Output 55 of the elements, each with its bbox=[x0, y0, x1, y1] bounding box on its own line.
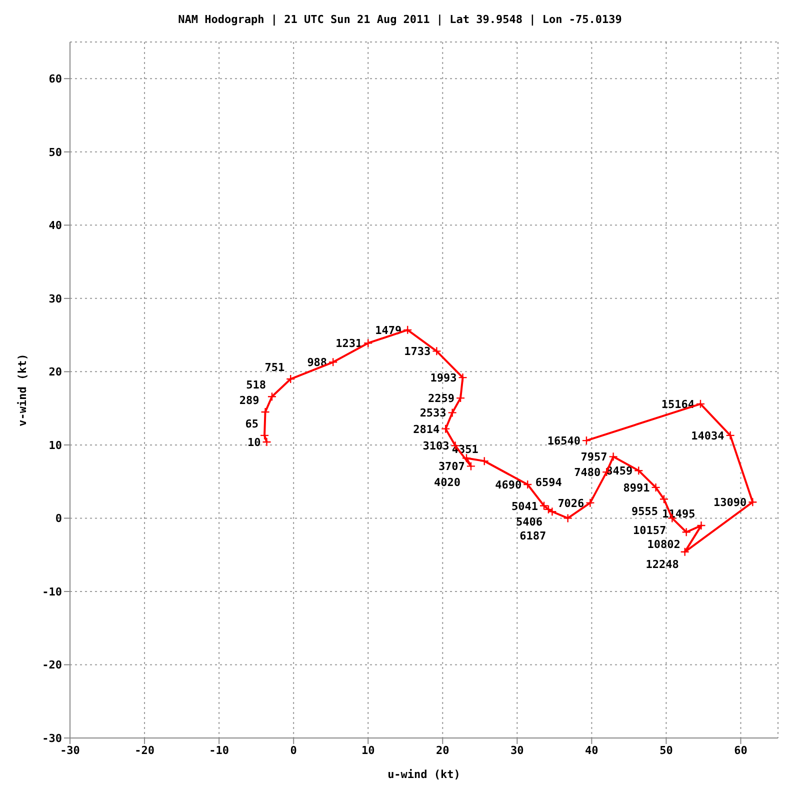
y-axis-title: v-wind (kt) bbox=[16, 354, 29, 426]
annotation: 12248 bbox=[646, 558, 679, 571]
y-tick-label: 30 bbox=[48, 292, 62, 306]
x-tick-label: 50 bbox=[660, 744, 673, 757]
x-tick-label: -20 bbox=[134, 744, 154, 757]
annotation: 3103 bbox=[422, 440, 450, 453]
annotation: 5041 bbox=[511, 500, 538, 513]
annotation: 2533 bbox=[420, 406, 446, 420]
y-tick-label: 0 bbox=[55, 512, 62, 526]
annotation: 13090 bbox=[714, 496, 747, 510]
y-tick-label: 20 bbox=[48, 366, 62, 379]
x-tick-label: -30 bbox=[60, 744, 80, 757]
annotation: 289 bbox=[239, 394, 260, 407]
y-tick-label: 50 bbox=[48, 146, 62, 159]
annotation: 65 bbox=[245, 417, 259, 430]
annotation: 1231 bbox=[336, 337, 362, 350]
y-tick-label: 40 bbox=[48, 219, 62, 232]
chart-title: NAM Hodograph | 21 UTC Sun 21 Aug 2011 | Lat 39.9548 | Lon -75.0139 bbox=[177, 12, 623, 28]
annotation: 10802 bbox=[647, 538, 680, 552]
y-tick-label: -30 bbox=[42, 732, 62, 745]
x-tick-label: 20 bbox=[436, 744, 450, 757]
y-tick-label: 60 bbox=[48, 72, 62, 86]
annotation: 16540 bbox=[547, 434, 580, 448]
x-tick-label: 60 bbox=[734, 744, 748, 757]
x-tick-label: 0 bbox=[290, 744, 297, 757]
annotation: 7957 bbox=[580, 450, 608, 464]
y-tick-label: -10 bbox=[42, 585, 62, 598]
annotation: 6187 bbox=[520, 530, 546, 543]
annotation: 988 bbox=[307, 356, 328, 370]
annotation: 6594 bbox=[535, 476, 562, 490]
annotation: 1993 bbox=[430, 372, 457, 385]
annotation: 4690 bbox=[495, 478, 522, 492]
x-tick-label: 40 bbox=[585, 744, 598, 757]
annotation: 3707 bbox=[438, 460, 465, 474]
annotation: 10 bbox=[248, 436, 261, 450]
annotation: 15164 bbox=[661, 398, 695, 411]
annotation: 1733 bbox=[404, 345, 431, 358]
annotation: 9555 bbox=[631, 505, 658, 518]
annotation: 10157 bbox=[633, 524, 666, 538]
annotation: 751 bbox=[264, 361, 285, 374]
x-tick-label: 30 bbox=[510, 744, 524, 757]
annotation: 4020 bbox=[434, 476, 460, 490]
annotation: 5406 bbox=[516, 515, 543, 528]
annotation: 7026 bbox=[558, 496, 585, 510]
annotation: 14034 bbox=[691, 429, 725, 442]
annotation: 518 bbox=[246, 378, 266, 392]
x-tick-label: 10 bbox=[361, 744, 375, 757]
annotation: 8991 bbox=[623, 481, 650, 494]
y-tick-label: 10 bbox=[48, 438, 62, 452]
annotation: 2259 bbox=[428, 392, 455, 406]
x-axis-title: u-wind (kt) bbox=[388, 768, 460, 781]
y-tick-label: -20 bbox=[42, 658, 62, 672]
annotation: 7480 bbox=[574, 466, 601, 480]
x-tick-label: -10 bbox=[209, 744, 229, 757]
annotation: 2814 bbox=[413, 422, 440, 436]
